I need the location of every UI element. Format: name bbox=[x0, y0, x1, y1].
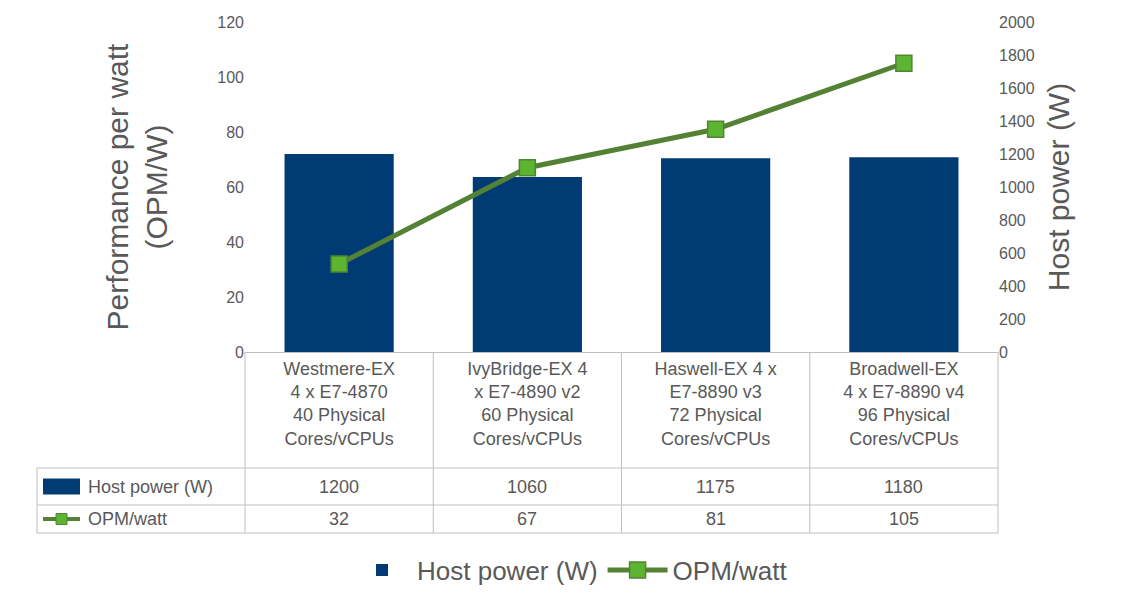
svg-text:1400: 1400 bbox=[999, 113, 1035, 130]
svg-text:200: 200 bbox=[999, 311, 1026, 328]
svg-text:2000: 2000 bbox=[999, 14, 1035, 31]
svg-text:32: 32 bbox=[329, 509, 349, 529]
svg-text:IvyBridge-EX 4x E7-4890 v260 P: IvyBridge-EX 4x E7-4890 v260 PhysicalCor… bbox=[467, 359, 587, 449]
svg-text:Host power (W): Host power (W) bbox=[417, 556, 598, 586]
svg-text:0: 0 bbox=[235, 344, 244, 361]
svg-text:120: 120 bbox=[217, 14, 244, 31]
svg-text:Broadwell-EX4 x E7-8890 v496 P: Broadwell-EX4 x E7-8890 v496 PhysicalCor… bbox=[843, 359, 964, 449]
svg-text:105: 105 bbox=[889, 509, 919, 529]
svg-text:1060: 1060 bbox=[507, 477, 547, 497]
svg-text:1800: 1800 bbox=[999, 47, 1035, 64]
svg-text:Host power (W): Host power (W) bbox=[1042, 83, 1075, 291]
svg-text:1200: 1200 bbox=[999, 146, 1035, 163]
svg-text:60: 60 bbox=[226, 179, 244, 196]
svg-text:OPM/watt: OPM/watt bbox=[673, 556, 788, 586]
svg-text:400: 400 bbox=[999, 278, 1026, 295]
svg-text:40: 40 bbox=[226, 234, 244, 251]
svg-text:OPM/watt: OPM/watt bbox=[88, 509, 167, 529]
svg-text:67: 67 bbox=[517, 509, 537, 529]
svg-text:0: 0 bbox=[999, 344, 1008, 361]
svg-text:600: 600 bbox=[999, 245, 1026, 262]
svg-text:Haswell-EX 4 xE7-8890 v372 Phy: Haswell-EX 4 xE7-8890 v372 PhysicalCores… bbox=[655, 359, 777, 449]
svg-text:81: 81 bbox=[706, 509, 726, 529]
svg-text:100: 100 bbox=[217, 69, 244, 86]
svg-text:1600: 1600 bbox=[999, 80, 1035, 97]
svg-text:1180: 1180 bbox=[884, 477, 923, 497]
svg-text:20: 20 bbox=[226, 289, 244, 306]
svg-text:1200: 1200 bbox=[319, 477, 359, 497]
svg-text:1175: 1175 bbox=[696, 477, 735, 497]
svg-text:800: 800 bbox=[999, 212, 1026, 229]
svg-text:Host power (W): Host power (W) bbox=[88, 477, 213, 497]
svg-text:80: 80 bbox=[226, 124, 244, 141]
svg-text:Performance per watt(OPM/W): Performance per watt(OPM/W) bbox=[101, 43, 173, 330]
svg-text:Westmere-EX4 x E7-487040 Physi: Westmere-EX4 x E7-487040 PhysicalCores/v… bbox=[283, 359, 395, 449]
svg-text:1000: 1000 bbox=[999, 179, 1035, 196]
